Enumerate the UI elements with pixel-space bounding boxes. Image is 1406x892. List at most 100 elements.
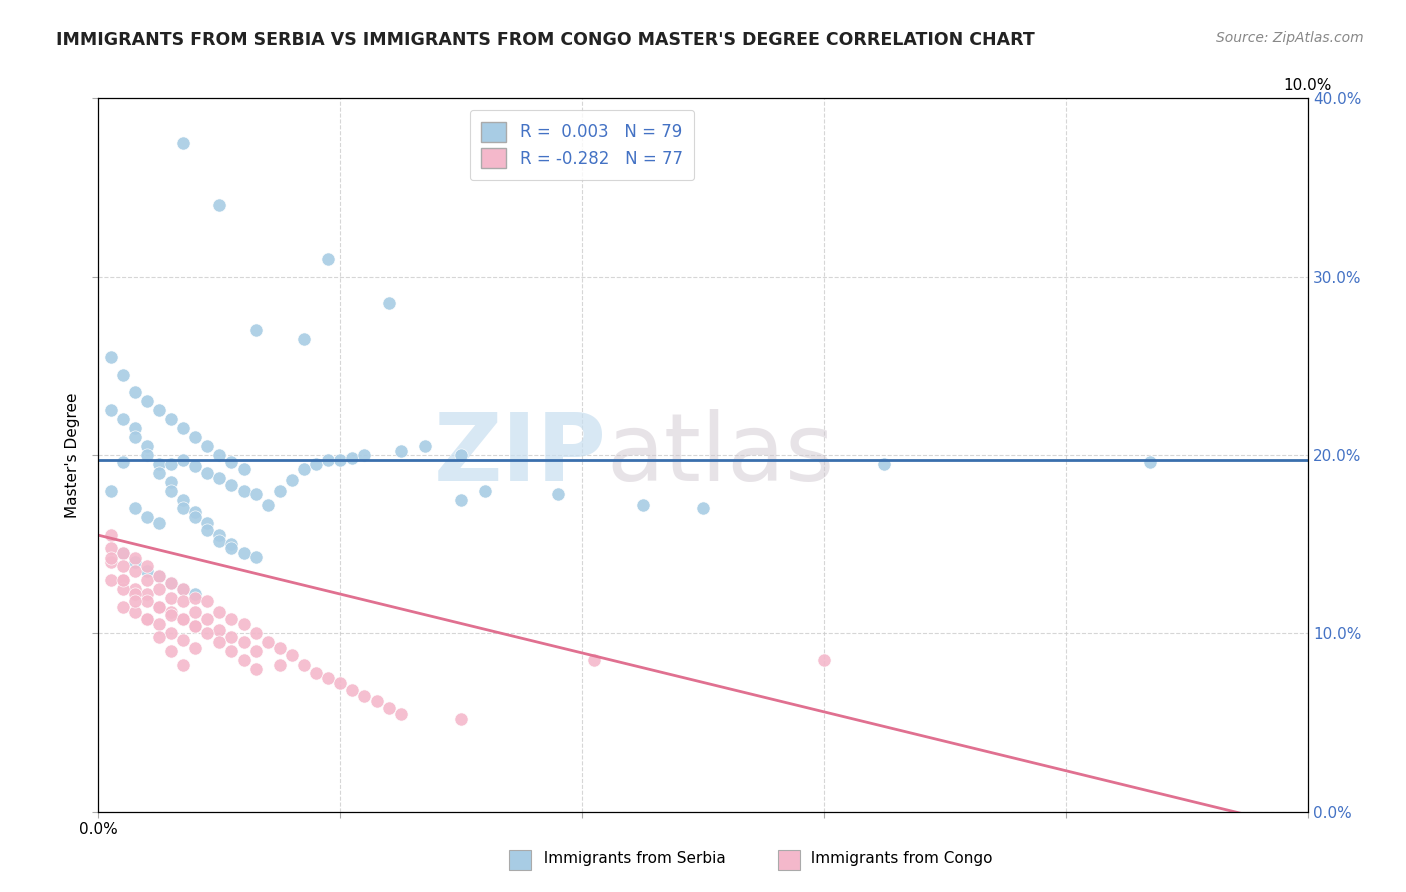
Point (124, 582, 146, 596)
Point (135, 612, 157, 626)
Point (245, 549, 267, 564)
FancyBboxPatch shape (778, 850, 800, 870)
Point (450, 448, 472, 462)
Point (111, 599, 134, 614)
Text: IMMIGRANTS FROM SERBIA VS IMMIGRANTS FROM CONGO MASTER'S DEGREE CORRELATION CHAR: IMMIGRANTS FROM SERBIA VS IMMIGRANTS FRO… (56, 31, 1035, 49)
Point (366, 694, 388, 708)
Point (547, 487, 569, 501)
Legend: R =  0.003   N = 79, R = -0.282   N = 77: R = 0.003 N = 79, R = -0.282 N = 77 (470, 110, 695, 180)
Point (195, 466, 218, 480)
Point (281, 473, 304, 487)
Point (148, 630, 170, 644)
Point (292, 332, 315, 346)
Point (389, 706, 412, 721)
Point (221, 541, 243, 555)
Point (111, 546, 134, 560)
Point (195, 523, 218, 537)
Point (873, 457, 896, 471)
Point (184, 619, 207, 633)
Point (172, 594, 194, 608)
Point (1139, 455, 1161, 469)
Point (148, 617, 170, 632)
Y-axis label: Master's Degree: Master's Degree (65, 392, 80, 517)
Point (135, 448, 157, 462)
Point (389, 444, 412, 458)
Point (148, 403, 170, 417)
Point (111, 582, 134, 596)
Point (124, 555, 146, 569)
Point (124, 421, 146, 435)
Text: atlas: atlas (606, 409, 835, 501)
Point (172, 421, 194, 435)
Point (245, 323, 267, 337)
Point (342, 451, 364, 466)
Point (329, 676, 352, 690)
Point (172, 582, 194, 596)
Point (160, 457, 183, 471)
Point (256, 635, 278, 649)
Point (172, 453, 194, 467)
Point (450, 712, 472, 726)
Point (100, 350, 122, 364)
Point (184, 640, 207, 655)
Point (245, 487, 267, 501)
Point (208, 533, 231, 548)
Text: Source: ZipAtlas.com: Source: ZipAtlas.com (1216, 31, 1364, 45)
Point (692, 501, 714, 516)
Point (292, 462, 315, 476)
Point (124, 430, 146, 444)
Point (221, 644, 243, 658)
Point (148, 569, 170, 583)
Point (184, 619, 207, 633)
Point (208, 471, 231, 485)
Point (377, 296, 399, 310)
Point (583, 653, 606, 667)
Point (232, 483, 254, 498)
Point (305, 665, 328, 680)
Point (124, 501, 146, 516)
Point (124, 551, 146, 566)
Point (316, 671, 339, 685)
Point (184, 458, 207, 473)
Point (316, 252, 339, 266)
Point (124, 587, 146, 601)
Point (342, 683, 364, 698)
Point (135, 394, 157, 409)
Point (232, 635, 254, 649)
Point (160, 591, 183, 605)
FancyBboxPatch shape (509, 850, 531, 870)
Point (160, 626, 183, 640)
Point (221, 612, 243, 626)
Point (316, 453, 339, 467)
Point (184, 605, 207, 619)
Point (100, 483, 122, 498)
Point (184, 505, 207, 519)
Point (100, 551, 122, 566)
Point (111, 368, 134, 382)
Point (160, 412, 183, 426)
Point (135, 558, 157, 573)
Point (135, 587, 157, 601)
Point (221, 478, 243, 492)
Point (245, 626, 267, 640)
Point (221, 537, 243, 551)
Point (135, 564, 157, 578)
Point (195, 594, 218, 608)
Point (160, 576, 183, 591)
Point (232, 617, 254, 632)
Text: Immigrants from Serbia: Immigrants from Serbia (534, 851, 725, 865)
Point (450, 492, 472, 507)
Point (124, 385, 146, 400)
Point (160, 576, 183, 591)
Point (195, 612, 218, 626)
Point (172, 582, 194, 596)
Point (269, 658, 291, 673)
Point (172, 612, 194, 626)
Point (160, 483, 183, 498)
Point (148, 466, 170, 480)
Point (377, 701, 399, 715)
Point (111, 573, 134, 587)
Point (100, 403, 122, 417)
Point (208, 198, 231, 212)
Point (100, 541, 122, 555)
